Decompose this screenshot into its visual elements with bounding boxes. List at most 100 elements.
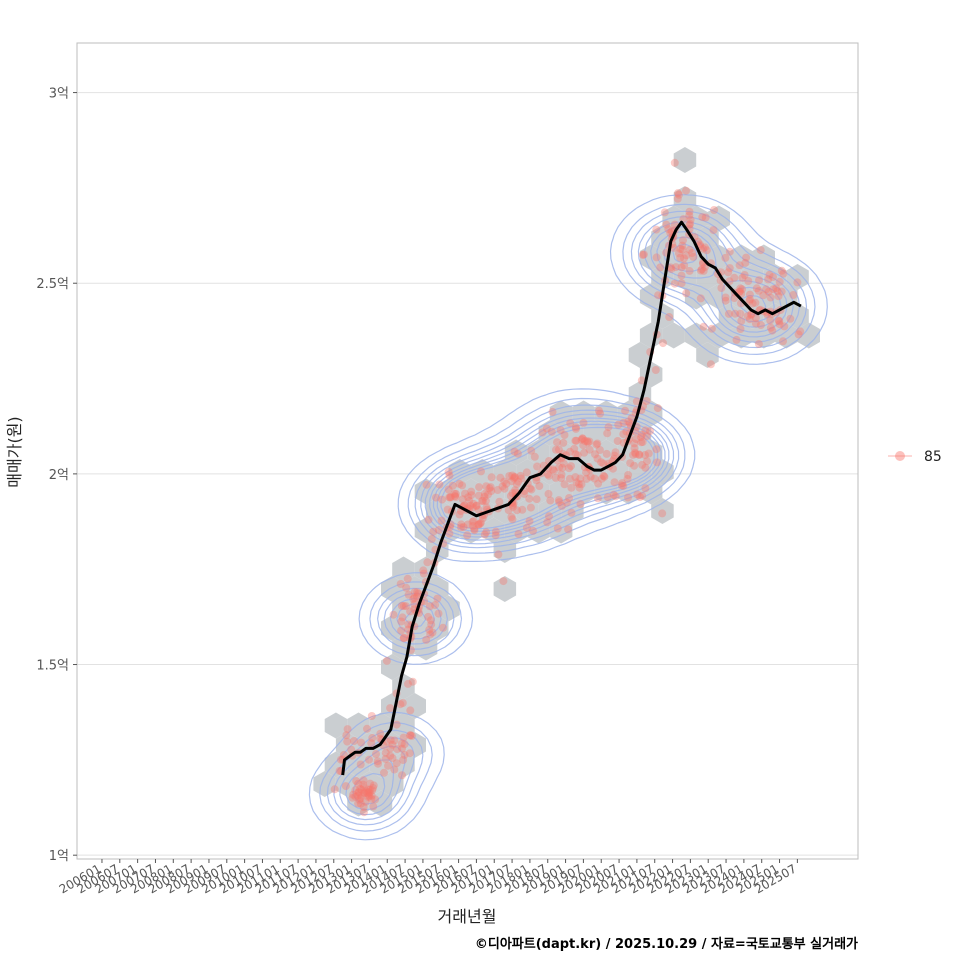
data-point — [745, 290, 754, 299]
data-point — [554, 445, 563, 454]
data-point — [756, 246, 765, 255]
data-point — [467, 487, 476, 496]
data-point — [479, 496, 487, 505]
hexbin — [335, 732, 359, 758]
hexbin — [561, 459, 584, 485]
hexbin — [358, 732, 381, 758]
data-point — [643, 457, 651, 466]
data-point — [510, 473, 519, 481]
data-point — [405, 749, 414, 758]
hexbin — [583, 459, 607, 485]
data-point — [742, 253, 751, 262]
data-point — [356, 794, 365, 803]
data-point — [400, 633, 409, 642]
y-tick-label: 3억 — [49, 87, 69, 102]
hexbin — [369, 712, 393, 739]
data-point — [434, 609, 443, 618]
data-point — [463, 531, 472, 540]
data-point — [745, 315, 754, 324]
trend-line — [341, 220, 802, 776]
data-point — [585, 437, 594, 446]
data-point — [724, 309, 733, 318]
data-point — [689, 252, 698, 261]
data-point — [381, 755, 390, 763]
data-point — [609, 490, 618, 499]
data-point — [451, 493, 460, 501]
data-point — [777, 266, 786, 275]
data-point — [696, 266, 705, 275]
data-point — [596, 409, 605, 418]
data-point — [576, 474, 585, 483]
data-point — [480, 489, 489, 498]
data-point — [401, 602, 410, 611]
source-caption: ©디아파트(dapt.kr) / 2025.10.29 / 자료=국토교통부 실… — [474, 937, 858, 952]
data-point — [614, 420, 623, 429]
data-point — [717, 284, 726, 292]
hexbin — [684, 322, 708, 349]
data-point — [354, 799, 363, 808]
data-point — [565, 464, 573, 473]
data-point — [428, 628, 437, 637]
data-point — [499, 577, 508, 586]
data-point — [426, 630, 435, 639]
hexbin — [516, 498, 539, 524]
hexbin — [594, 478, 618, 505]
data-point — [469, 499, 478, 508]
data-point — [357, 738, 366, 747]
data-point — [470, 526, 479, 535]
data-point — [484, 490, 492, 499]
data-point — [699, 322, 708, 331]
data-point — [357, 792, 366, 800]
data-point — [508, 515, 517, 524]
data-point — [571, 473, 580, 482]
data-point — [769, 285, 778, 294]
data-point — [599, 471, 608, 480]
data-point — [793, 278, 802, 287]
data-point — [404, 590, 413, 599]
data-point — [627, 413, 636, 422]
data-point — [544, 489, 553, 498]
data-point — [736, 284, 745, 293]
data-point — [533, 462, 542, 471]
data-point — [532, 476, 541, 485]
data-point — [751, 314, 760, 323]
data-point — [477, 467, 485, 476]
data-point — [747, 310, 756, 319]
data-point — [610, 478, 619, 487]
data-point — [427, 535, 436, 543]
data-point — [651, 366, 660, 374]
data-point — [676, 253, 685, 262]
data-point — [597, 458, 606, 467]
data-point — [487, 473, 496, 482]
data-point — [402, 583, 411, 592]
data-point — [505, 472, 514, 480]
data-point — [522, 468, 531, 477]
data-point — [452, 489, 460, 498]
density-contour — [440, 243, 767, 530]
hexbin — [538, 420, 562, 446]
hexbin — [369, 790, 393, 817]
data-point — [374, 759, 382, 768]
data-point — [465, 496, 474, 505]
data-point — [482, 482, 491, 491]
data-point — [744, 277, 753, 285]
data-point — [363, 724, 371, 733]
hexbin — [324, 751, 348, 778]
data-point — [658, 509, 667, 518]
hexbin — [392, 751, 415, 778]
data-point — [386, 736, 395, 745]
data-point — [559, 459, 568, 468]
data-point — [487, 487, 496, 496]
data-point — [671, 263, 680, 272]
data-point — [526, 503, 535, 512]
density-contour — [319, 203, 816, 832]
legend-label: 85 — [924, 449, 942, 465]
data-point — [748, 299, 757, 308]
hexbin — [459, 478, 483, 505]
hexbin — [414, 517, 438, 544]
hexbin — [381, 654, 404, 680]
data-point — [525, 494, 534, 503]
data-point — [642, 432, 651, 441]
data-point — [579, 441, 588, 450]
data-point — [363, 789, 372, 798]
